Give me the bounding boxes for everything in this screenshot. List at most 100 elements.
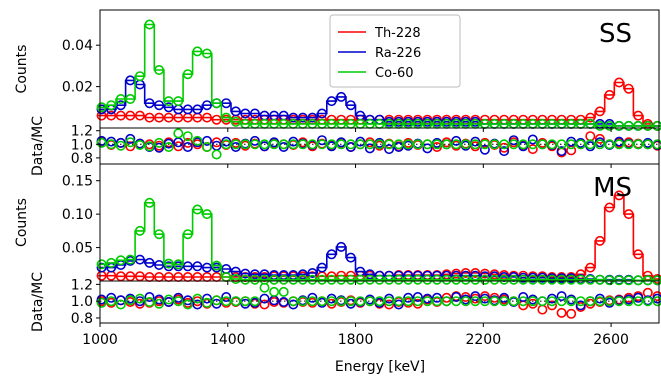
ss-ratio-point-co60	[604, 139, 615, 150]
ms-spectrum-point-th228	[604, 202, 615, 213]
ms-spectrum-point-co60	[633, 275, 644, 286]
ss-spectrum-point-th228	[163, 112, 174, 123]
ms-spectrum-point-co60	[364, 274, 375, 285]
ms-spectrum-point-co60	[297, 274, 308, 285]
ms-spectrum-point-co60	[642, 275, 653, 286]
ss-ratio-point-co60	[336, 139, 347, 150]
ss-ratio-point-co60	[489, 139, 500, 150]
ss-ratio-point-co60	[441, 139, 452, 150]
ms-spectrum-point-co60	[278, 274, 289, 285]
ms-spectrum-point-ra226	[345, 252, 356, 263]
ms-ratio-point-ra226	[288, 299, 299, 310]
ms-ratio-point-co60	[364, 296, 375, 307]
ms-spectrum-point-co60	[211, 260, 222, 271]
ms-ratio-point-th228	[384, 299, 395, 310]
ss-spectrum-point-co60	[211, 98, 222, 109]
ms-ratio-point-co60	[623, 296, 634, 307]
ms-ratio-point-co60	[144, 296, 155, 307]
ms-ratio-point-co60	[546, 296, 557, 307]
ss-ratio-point-co60	[355, 139, 366, 150]
ss-spectrum-point-th228	[134, 110, 145, 121]
ms-ratio-point-co60	[202, 297, 213, 308]
ss-ratio-point-co60	[240, 139, 251, 150]
legend-frame	[329, 14, 461, 88]
ss-ratio-point-co60	[546, 139, 557, 150]
ss-ratio-point-co60	[575, 139, 586, 150]
ss-ratio-point-th228	[211, 137, 222, 148]
ms-spectrum-point-co60	[163, 258, 174, 269]
ms-ratio-point-ra226	[499, 292, 510, 303]
ss-ratio-point-co60	[163, 142, 174, 153]
ms-ratio-point-ra226	[307, 292, 318, 303]
ms-spectrum-ylabel: Counts	[14, 198, 30, 247]
ms-ratio-point-co60	[326, 296, 337, 307]
ss-ratio-point-co60	[297, 139, 308, 150]
ss-ratio-point-th228	[125, 141, 136, 152]
ms-spectrum-point-co60	[134, 225, 145, 236]
ms-spectrum-point-co60	[374, 274, 385, 285]
ms-spectrum-point-ra226	[182, 261, 193, 272]
ms-ratio-point-co60	[614, 296, 625, 307]
ms-ratio-point-co60	[211, 295, 222, 306]
ms-ratio-point-th228	[537, 304, 548, 315]
ms-ratio-point-co60	[384, 296, 395, 307]
ss-ratio-point-ra226	[527, 134, 538, 145]
ms-spectrum-point-co60	[192, 204, 203, 215]
ms-ratio-point-ra226	[106, 292, 117, 303]
ms-ratio-point-co60	[374, 296, 385, 307]
ms-spectrum-point-co60	[623, 275, 634, 286]
ms-spectrum-point-ra226	[326, 249, 337, 260]
ss-ratio-point-co60	[288, 139, 299, 150]
ms-spectrum-point-co60	[604, 275, 615, 286]
ss-ratio-point-co60	[527, 139, 538, 150]
ss-ratio-point-co60	[556, 139, 567, 150]
ms-spectrum-point-ra226	[240, 268, 251, 279]
ss-ratio-point-co60	[106, 139, 117, 150]
ms-spectrum-point-th228	[623, 209, 634, 220]
ms-spectrum-ytick-label: 0.10	[62, 207, 93, 223]
ms-spectrum-point-co60	[144, 197, 155, 208]
ss-spectrum-point-th228	[604, 89, 615, 100]
ms-ratio-point-ra226	[182, 295, 193, 306]
ms-spectrum-point-co60	[288, 274, 299, 285]
ss-ratio-point-co60	[614, 139, 625, 150]
ms-spectrum-point-co60	[441, 274, 452, 285]
ss-ratio-point-co60	[345, 139, 356, 150]
ms-spectrum-point-co60	[154, 229, 165, 240]
ss-spectrum-point-co60	[163, 96, 174, 107]
ss-ratio-point-co60	[623, 139, 634, 150]
ss-ratio-point-co60	[403, 139, 414, 150]
ss-ratio-point-th228	[585, 131, 596, 142]
ms-spectrum-point-ra226	[96, 262, 107, 273]
ms-ratio-point-ra226	[144, 291, 155, 302]
ss-ratio-point-ra226	[163, 138, 174, 149]
ms-ratio-point-co60	[393, 296, 404, 307]
ms-spectrum-point-co60	[240, 274, 251, 285]
ms-spectrum-ytick-label: 0.05	[62, 241, 93, 257]
x-tick-label: 1400	[210, 332, 246, 348]
ss-ratio-ytick-label: 1.0	[71, 137, 93, 153]
ms-spectrum-point-th228	[633, 249, 644, 260]
ss-spectrum-point-ra226	[336, 91, 347, 102]
ss-spectrum-point-ra226	[326, 96, 337, 107]
ss-spectrum-point-th228	[585, 112, 596, 123]
ms-spectrum-point-co60	[489, 274, 500, 285]
ss-ratio-point-ra226	[384, 144, 395, 155]
ms-ratio-point-co60	[249, 296, 260, 307]
ms-ratio-point-co60	[412, 296, 423, 307]
ss-ratio-point-co60	[202, 142, 213, 153]
ms-ratio-point-co60	[460, 296, 471, 307]
ms-spectrum-point-co60	[393, 274, 404, 285]
ss-spectrum-point-th228	[623, 83, 634, 94]
ss-ratio-point-ra226	[556, 146, 567, 157]
ms-spectrum-point-co60	[546, 274, 557, 285]
ss-spectrum-point-ra226	[249, 108, 260, 119]
ms-spectrum-point-co60	[412, 274, 423, 285]
ms-spectrum-point-co60	[508, 274, 519, 285]
ms-ratio-point-ra226	[173, 292, 184, 303]
ms-spectrum-point-th228	[614, 190, 625, 201]
ms-spectrum-point-ra226	[249, 269, 260, 280]
ss-ratio-point-co60	[249, 139, 260, 150]
ms-ratio-point-ra226	[259, 293, 270, 304]
